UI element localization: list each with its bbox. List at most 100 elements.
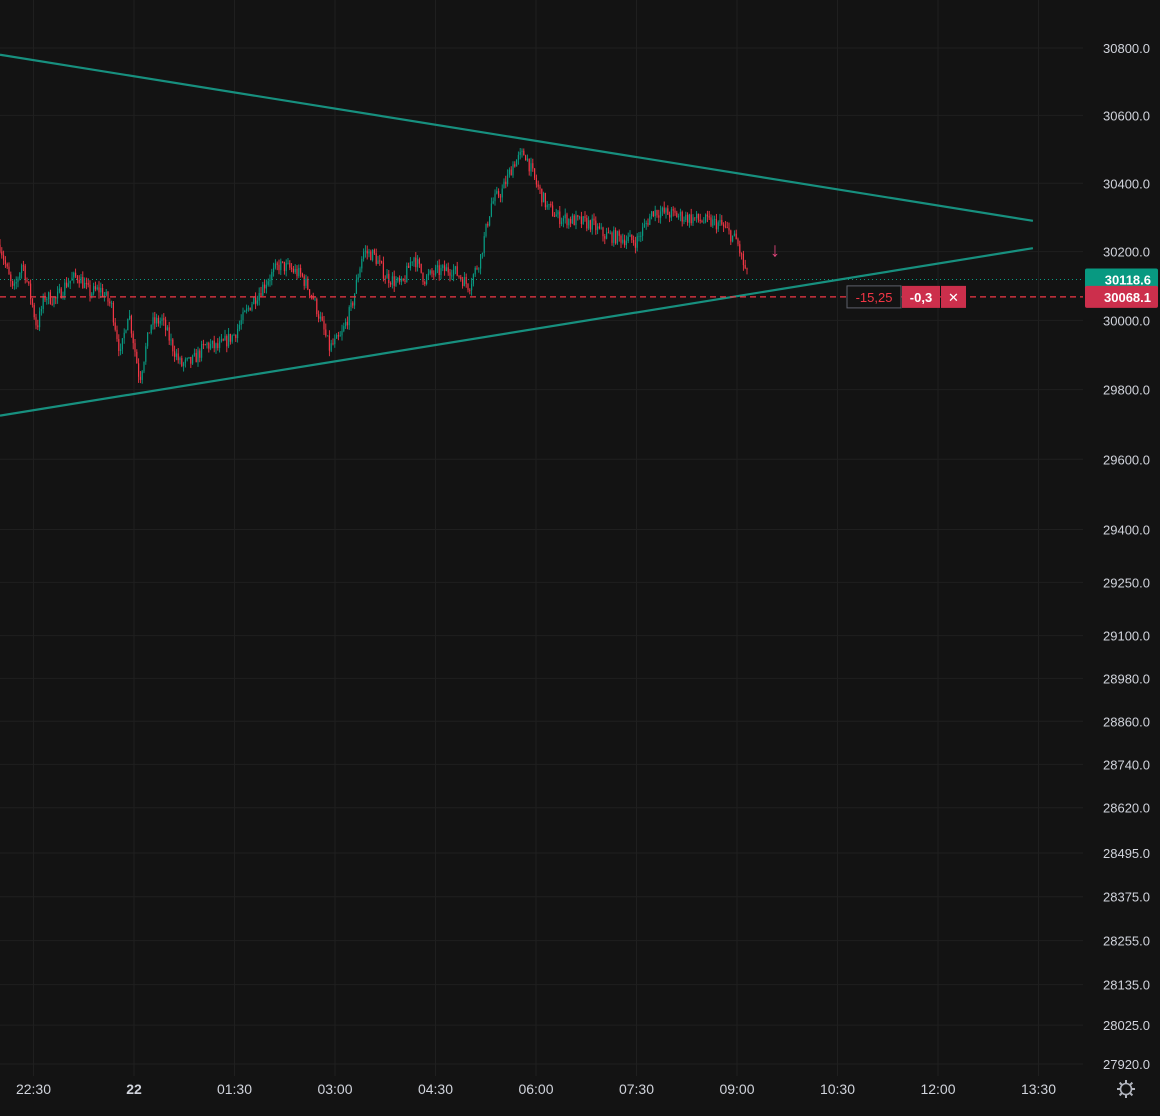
candle-body-245 — [440, 268, 442, 276]
candle-body-125 — [224, 335, 226, 341]
candle-body-33 — [58, 288, 60, 292]
candle-body-51 — [91, 293, 93, 297]
candle-body-106 — [190, 356, 192, 364]
candle-body-249 — [447, 267, 449, 273]
candle-body-189 — [339, 335, 341, 337]
candle-body-132 — [237, 328, 239, 339]
candle-body-239 — [429, 270, 431, 274]
candle-body-391 — [703, 221, 705, 223]
candle-body-85 — [152, 317, 154, 325]
candle-body-243 — [436, 265, 438, 268]
candle-body-31 — [55, 297, 57, 299]
candle-body-179 — [321, 316, 323, 321]
candle-body-341 — [613, 230, 615, 243]
candle-body-44 — [78, 279, 80, 284]
settings-gear-icon[interactable] — [1117, 1080, 1135, 1098]
candle-body-336 — [604, 236, 606, 239]
candle-body-159 — [285, 263, 287, 272]
candle-body-378 — [679, 212, 681, 216]
candle-body-352 — [633, 240, 635, 243]
candle-body-399 — [717, 222, 719, 230]
candle-body-82 — [147, 332, 149, 347]
candle-body-92 — [165, 319, 167, 331]
candle-body-246 — [442, 265, 444, 269]
order-price-badge — [1085, 285, 1158, 308]
candle-body-360 — [647, 222, 649, 225]
x-tick-label-1: 22 — [126, 1081, 142, 1097]
candle-body-348 — [625, 241, 627, 246]
candle-body-288 — [517, 154, 519, 160]
y-tick-label-14: 28495.0 — [1103, 846, 1150, 861]
candle-body-287 — [516, 159, 518, 167]
candle-body-160 — [287, 263, 289, 264]
candle-body-216 — [388, 273, 390, 284]
candle-body-330 — [593, 218, 595, 221]
candle-body-168 — [301, 273, 303, 277]
upper-trendline[interactable] — [0, 53, 1034, 222]
candle-body-217 — [390, 283, 392, 285]
candle-body-115 — [206, 343, 208, 345]
candle-body-28 — [49, 292, 51, 304]
candle-body-237 — [426, 275, 428, 284]
candle-body-342 — [615, 230, 617, 244]
candle-body-3 — [4, 260, 6, 265]
candle-body-344 — [618, 231, 620, 236]
candle-body-81 — [145, 346, 147, 362]
candle-body-315 — [566, 214, 568, 226]
candle-body-323 — [580, 216, 582, 224]
candle-body-60 — [107, 292, 109, 302]
candle-body-6 — [10, 274, 12, 282]
candle-body-277 — [498, 191, 500, 197]
candle-body-111 — [199, 350, 201, 358]
candle-body-228 — [409, 262, 411, 268]
candle-body-196 — [352, 302, 354, 306]
candle-body-283 — [508, 169, 510, 175]
candle-body-401 — [721, 219, 723, 225]
candle-body-337 — [606, 232, 608, 239]
lower-trendline[interactable] — [0, 247, 1034, 417]
order-pnl-box[interactable] — [846, 285, 902, 309]
current-price-badge — [1085, 268, 1158, 291]
candle-body-166 — [298, 267, 300, 277]
candle-body-26 — [46, 299, 48, 301]
candle-body-21 — [37, 325, 39, 328]
order-qty-box[interactable] — [902, 285, 940, 308]
candle-body-162 — [291, 267, 293, 270]
candle-body-253 — [454, 266, 456, 270]
candle-body-56 — [100, 288, 102, 293]
candle-body-142 — [255, 297, 257, 304]
candle-body-376 — [676, 212, 678, 218]
candle-body-61 — [109, 301, 111, 304]
candle-body-50 — [89, 284, 91, 297]
candle-body-270 — [485, 223, 487, 237]
candle-body-247 — [444, 265, 446, 272]
candle-body-144 — [258, 293, 260, 301]
candle-body-345 — [620, 235, 622, 243]
candle-body-261 — [469, 289, 471, 291]
x-tick-label-4: 04:30 — [418, 1081, 453, 1097]
candle-body-289 — [519, 152, 521, 155]
candle-body-273 — [490, 203, 492, 217]
candle-body-157 — [282, 261, 284, 263]
candle-body-104 — [186, 358, 188, 360]
candle-body-371 — [667, 208, 669, 215]
close-icon[interactable]: ✕ — [948, 290, 959, 305]
order-close-button[interactable] — [941, 285, 966, 308]
candle-body-377 — [678, 215, 680, 218]
order-price-label: 30068.1 — [1104, 290, 1151, 305]
candle-body-34 — [60, 288, 62, 299]
candle-body-238 — [427, 273, 429, 276]
candle-body-109 — [195, 352, 197, 363]
candle-body-365 — [656, 210, 658, 216]
candle-body-72 — [129, 315, 131, 319]
candle-body-322 — [579, 216, 581, 218]
candle-body-181 — [325, 329, 327, 336]
y-tick-label-9: 29100.0 — [1103, 629, 1150, 644]
candle-body-396 — [712, 219, 714, 226]
candle-body-180 — [323, 320, 325, 330]
x-tick-label-7: 09:00 — [719, 1081, 754, 1097]
candle-body-224 — [402, 278, 404, 281]
